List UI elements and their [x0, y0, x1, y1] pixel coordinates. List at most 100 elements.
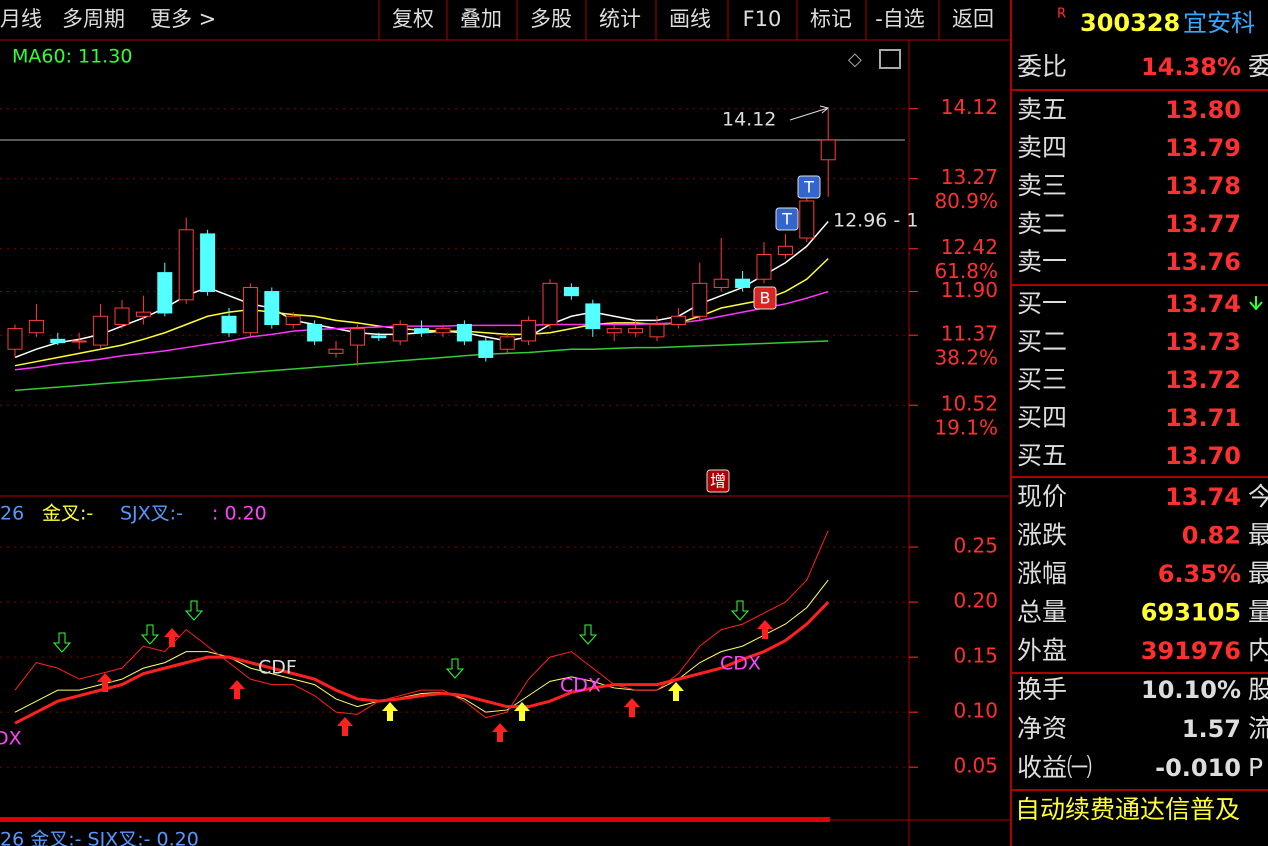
marker-bg — [797, 175, 821, 199]
toolbar-item: 多周期 — [62, 7, 125, 31]
signal-arrow — [337, 717, 353, 736]
candle-body — [242, 286, 258, 334]
signal-arrow — [514, 702, 530, 721]
quote-tail: 量 — [1248, 598, 1268, 627]
candle-body — [628, 328, 644, 334]
y-tick-label: 0.10 — [953, 699, 998, 723]
quote-value: 13.74 — [1165, 483, 1241, 511]
quote-value: 13.78 — [1165, 172, 1241, 200]
quote-value: 13.79 — [1165, 134, 1241, 162]
low-label: 12.96 - 1 — [833, 210, 918, 232]
quote-label: 买二 — [1017, 327, 1067, 356]
signal-arrow — [97, 673, 113, 692]
ticker: 自动续费通达信普及 — [1015, 795, 1240, 824]
marker-bg — [706, 469, 730, 493]
toolbar-button[interactable]: 多股 — [530, 7, 572, 31]
candle-body — [349, 328, 365, 346]
signal-label: CDX — [720, 653, 761, 675]
candle-body — [799, 200, 815, 239]
candle-body — [713, 278, 729, 288]
candle-body — [435, 328, 451, 334]
y-tick-label: 11.90 — [941, 278, 998, 302]
quote-value: 10.10% — [1141, 676, 1241, 704]
candle-body — [478, 340, 494, 358]
signal-arrow — [578, 624, 598, 645]
quote-label: 现价 — [1017, 482, 1067, 511]
footer-header: 26 金叉:- SJX叉:- 0.20 — [0, 829, 199, 846]
candle-body — [456, 324, 472, 342]
y-tick-label: 0.25 — [953, 534, 998, 558]
fib-label: 80.9% — [934, 189, 998, 213]
signal-label: CDF — [258, 657, 297, 679]
candle-body — [542, 282, 558, 326]
fib-label: 61.8% — [934, 259, 998, 283]
signal-arrow — [624, 698, 640, 717]
signal-arrow — [730, 600, 750, 621]
toolbar-button[interactable]: F10 — [743, 7, 782, 31]
signal-arrow — [668, 682, 684, 701]
signal-arrow — [492, 723, 508, 742]
candle-body — [499, 336, 515, 350]
quote-value: 14.38% — [1141, 53, 1241, 81]
toolbar-button[interactable]: 画线 — [669, 7, 711, 31]
quote-tail: P — [1248, 753, 1263, 782]
candle-body — [135, 311, 151, 317]
candle-body — [93, 315, 109, 346]
signal-arrow — [164, 628, 180, 647]
candle-body — [585, 303, 601, 330]
signal-arrow — [445, 658, 465, 679]
quote-label: 涨幅 — [1017, 559, 1067, 588]
marker: T — [781, 210, 792, 229]
candle-body — [157, 272, 173, 314]
candle-body — [50, 338, 66, 344]
high-arrow — [789, 105, 830, 121]
quote-value: 13.76 — [1165, 248, 1241, 276]
indicator-header: 26 — [0, 503, 24, 525]
stock-code: 300328 — [1080, 9, 1180, 37]
toolbar-item: 月线 — [0, 7, 42, 31]
signal-arrow — [229, 680, 245, 699]
toolbar-button[interactable]: 统计 — [599, 7, 641, 31]
quote-value: 13.70 — [1165, 442, 1241, 470]
quote-label: 收益㈠ — [1017, 753, 1092, 782]
ma-line — [14, 340, 829, 392]
icon[interactable] — [879, 49, 901, 69]
signal-label: DX — [0, 728, 22, 750]
toolbar-button[interactable]: -自选 — [875, 7, 925, 31]
icon[interactable]: ◇ — [848, 49, 862, 70]
quote-label: 委比 — [1017, 52, 1067, 81]
quote-label: 卖三 — [1017, 171, 1067, 200]
indicator-line — [14, 579, 829, 713]
toolbar-button[interactable]: 返回 — [952, 7, 994, 31]
candle-body — [414, 328, 430, 334]
fib-label: 19.1% — [934, 416, 998, 440]
y-tick-label: 0.20 — [953, 589, 998, 613]
candle-body — [521, 319, 537, 342]
marker-bg — [753, 286, 777, 310]
signal-arrow — [52, 632, 72, 653]
quote-value: 13.77 — [1165, 210, 1241, 238]
quote-label: 买四 — [1017, 403, 1067, 432]
toolbar-button[interactable]: 标记 — [810, 7, 852, 31]
quote-value: 1.57 — [1182, 715, 1241, 743]
quote-label: 买一 — [1017, 289, 1067, 318]
quote-value: 6.35% — [1158, 560, 1241, 588]
volume-strip — [0, 817, 830, 822]
quote-value: 13.80 — [1165, 96, 1241, 124]
stock-name: 宜安科 — [1183, 9, 1255, 37]
toolbar-button[interactable]: 叠加 — [460, 7, 502, 31]
candle-body — [264, 291, 280, 326]
down-arrow — [1249, 296, 1263, 311]
indicator-header: 金叉:- — [42, 503, 93, 525]
high-label: 14.12 — [722, 109, 776, 131]
quote-value: 13.74 — [1165, 290, 1241, 318]
toolbar-button[interactable]: 复权 — [392, 7, 434, 31]
y-tick-label: 10.52 — [941, 392, 998, 416]
candle-body — [371, 335, 387, 339]
candle-body — [649, 324, 665, 338]
signal-arrow — [140, 624, 160, 645]
quote-tail: 委 — [1248, 52, 1268, 81]
signal-label: CDX — [560, 675, 601, 697]
